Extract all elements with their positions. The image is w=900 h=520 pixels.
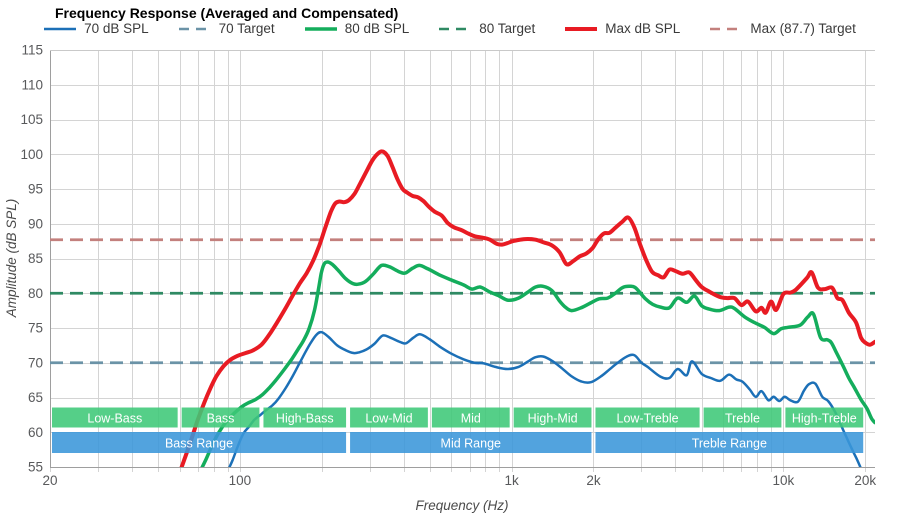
y-tick-label: 115 [21, 43, 43, 58]
legend-item-max-87-7-target[interactable]: Max (87.7) Target [710, 21, 856, 36]
sub-bands: Low-Bass Bass High-Bass Low-Mid Mid High-Mid L… [52, 407, 864, 428]
y-axis-title: Amplitude (dB SPL) [4, 198, 19, 318]
y-tick-label: 90 [28, 216, 43, 231]
band-label: Bass [207, 412, 235, 426]
band-segment [350, 407, 428, 428]
band-segment [350, 432, 592, 453]
band-label: Low-Mid [365, 412, 412, 426]
chart-legend: 70 dB SPL 70 Target 80 dB SPL 80 Target Max … [0, 21, 900, 36]
curve-70-db-spl [228, 330, 862, 467]
tick-labels: 55 60 65 70 75 80 85 90 95 100 105 110 115 20 100 1k 2k 1… [20, 43, 876, 489]
legend-item-80-target[interactable]: 80 Target [439, 21, 535, 36]
band-label: Mid Range [441, 437, 501, 451]
y-tick-label: 55 [28, 460, 43, 475]
y-tick-label: 85 [28, 251, 43, 266]
band-label: High-Mid [528, 412, 578, 426]
band-segment [595, 432, 864, 453]
band-label: Low-Bass [87, 412, 142, 426]
band-segment [263, 407, 347, 428]
dashed-line-swatch-icon [710, 27, 743, 30]
curve-80-db-spl [200, 260, 875, 467]
band-segment [703, 407, 782, 428]
band-segment [785, 407, 864, 428]
legend-item-80-db-spl[interactable]: 80 dB SPL [304, 21, 410, 36]
y-tick-label: 60 [28, 425, 43, 440]
legend-label: 70 dB SPL [84, 21, 149, 36]
band-label: Low-Treble [617, 412, 679, 426]
chart-title: Frequency Response (Averaged and Compens… [55, 5, 399, 21]
x-tick-label: 10k [773, 473, 795, 488]
band-label: High-Bass [276, 412, 334, 426]
x-axis-title: Frequency (Hz) [415, 498, 509, 513]
legend-item-70-db-spl[interactable]: 70 dB SPL [44, 21, 149, 36]
y-tick-label: 75 [28, 321, 43, 336]
y-tick-label: 70 [28, 355, 43, 370]
legend-label: Max (87.7) Target [750, 21, 856, 36]
legend-label: 70 Target [218, 21, 275, 36]
x-tick-label: 2k [586, 473, 601, 488]
legend-item-70-target[interactable]: 70 Target [178, 21, 275, 36]
band-segment [52, 407, 178, 428]
legend-label: 80 Target [479, 21, 536, 36]
y-tick-label: 80 [28, 286, 43, 301]
band-segment [52, 432, 347, 453]
curves [179, 149, 875, 467]
legend-label: Max dB SPL [605, 21, 681, 36]
dashed-line-swatch-icon [178, 27, 211, 30]
range-bands: Bass Range Mid Range Treble Range [52, 432, 864, 453]
y-tick-label: 65 [28, 390, 43, 405]
solid-line-swatch-icon [44, 27, 77, 30]
dashed-line-swatch-icon [439, 27, 472, 30]
x-tick-label: 100 [229, 473, 252, 488]
x-tick-label: 20 [42, 473, 57, 488]
x-tick-label: 1k [505, 473, 520, 488]
y-tick-label: 110 [21, 77, 43, 92]
legend-item-max-db-spl[interactable]: Max dB SPL [565, 21, 680, 36]
band-segment [181, 407, 260, 428]
curve-max-db-spl [179, 149, 875, 467]
solid-line-swatch-icon [304, 26, 337, 31]
y-tick-label: 100 [20, 147, 43, 162]
legend-label: 80 dB SPL [344, 21, 410, 36]
y-tick-label: 105 [20, 112, 43, 127]
solid-line-swatch-icon [565, 26, 598, 31]
band-label: Bass Range [165, 437, 233, 451]
band-label: Mid [461, 412, 481, 426]
band-label: High-Treble [792, 412, 857, 426]
band-segment [431, 407, 510, 428]
band-segment [595, 407, 700, 428]
band-label: Treble Range [692, 437, 767, 451]
y-tick-label: 95 [28, 182, 43, 197]
band-segment [513, 407, 592, 428]
x-tick-label: 20k [854, 473, 876, 488]
band-label: Treble [725, 412, 760, 426]
